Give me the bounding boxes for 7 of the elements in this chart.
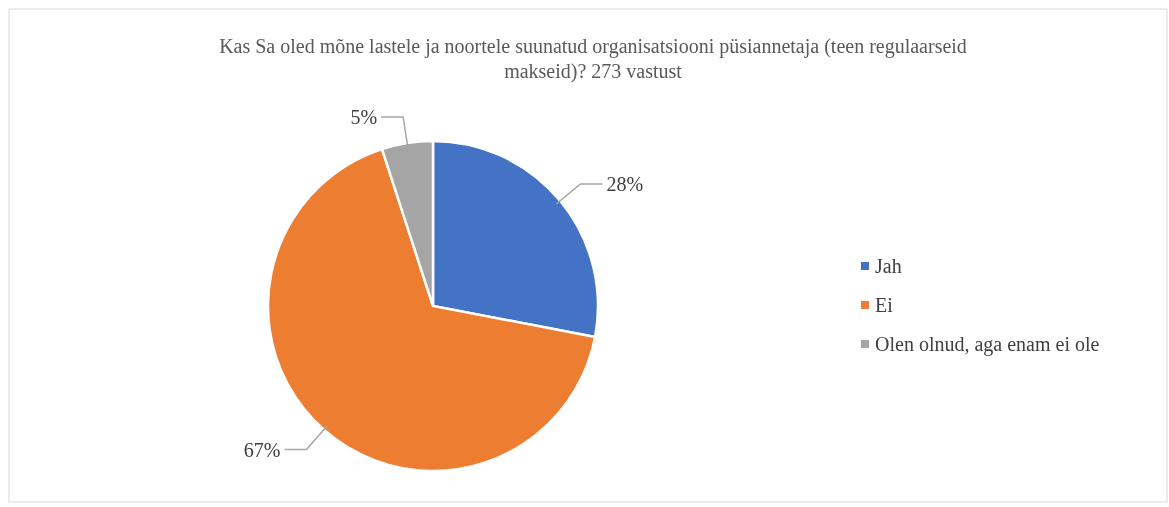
legend-label: Jah <box>875 255 902 277</box>
data-label: 28% <box>606 173 644 195</box>
chart-title: Kas Sa oled mõne lastele ja noortele suunatud organisatsiooni püsiannetaja (teen regulaarseid makseid)? 273 vastust <box>219 35 967 83</box>
legend-label: Ei <box>875 294 894 316</box>
legend-label: Olen olnud, aga enam ei ole <box>875 333 1100 356</box>
data-label: 67% <box>243 438 281 461</box>
data-label: 5% <box>350 105 378 128</box>
